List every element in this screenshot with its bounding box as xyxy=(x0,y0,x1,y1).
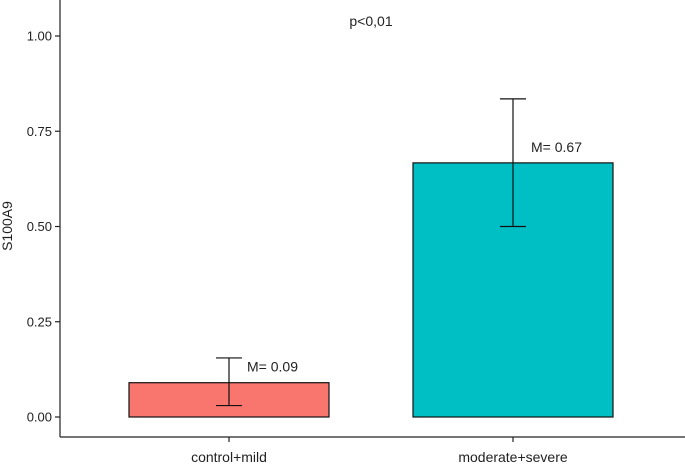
x-tick-label: control+mild xyxy=(191,449,267,464)
y-ticks: 0.00 0.25 0.50 0.75 1.00 xyxy=(27,29,60,425)
mean-labels: M= 0.09 M= 0.67 xyxy=(247,139,582,375)
bars xyxy=(128,162,614,418)
axes xyxy=(59,0,685,438)
error-bars xyxy=(216,98,526,407)
y-tick-label: 0.00 xyxy=(27,410,52,425)
mean-label: M= 0.09 xyxy=(247,359,298,375)
y-axis-label: S100A9 xyxy=(0,201,15,251)
y-tick-label: 0.75 xyxy=(27,124,52,139)
x-ticks: control+mild moderate+severe xyxy=(191,437,568,464)
y-tick-label: 0.50 xyxy=(27,219,52,234)
mean-label: M= 0.67 xyxy=(531,139,582,155)
x-tick-label: moderate+severe xyxy=(458,449,568,464)
y-tick-label: 1.00 xyxy=(27,29,52,44)
p-value-annotation: p<0,01 xyxy=(349,13,392,29)
y-tick-label: 0.25 xyxy=(27,314,52,329)
